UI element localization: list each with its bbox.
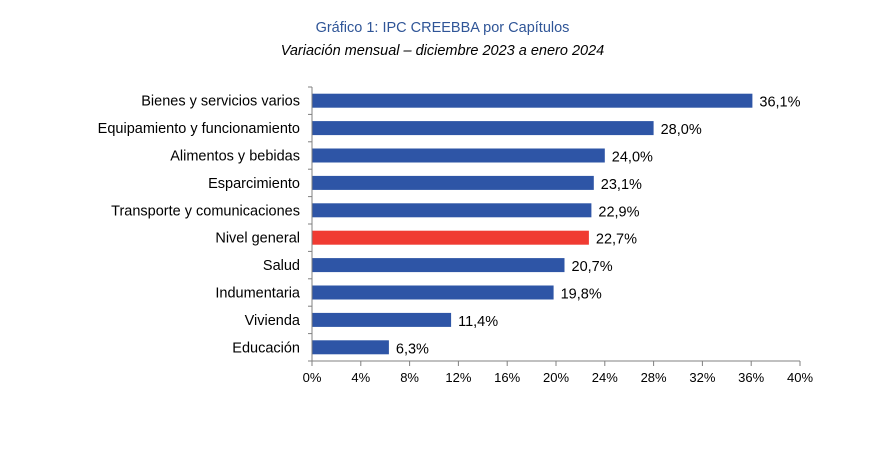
bar-8 — [312, 285, 554, 300]
value-label: 28,0% — [661, 122, 702, 138]
value-label: 23,1% — [601, 177, 642, 193]
category-label: Vivienda — [245, 313, 301, 329]
x-tick-label: 28% — [641, 370, 667, 385]
category-label: Equipamiento y funcionamiento — [98, 121, 300, 137]
bar-3 — [312, 148, 605, 163]
x-tick-label: 36% — [738, 370, 764, 385]
category-label: Salud — [263, 258, 300, 274]
bar-1 — [312, 93, 753, 108]
x-tick-label: 16% — [494, 370, 520, 385]
x-tick-label: 32% — [689, 370, 715, 385]
bar-10 — [312, 340, 389, 355]
category-label: Bienes y servicios varios — [141, 94, 300, 110]
x-tick-label: 40% — [787, 370, 813, 385]
value-label: 11,4% — [458, 314, 498, 330]
bar-9 — [312, 312, 452, 327]
category-label: Esparcimiento — [208, 176, 300, 192]
value-label: 6,3% — [396, 341, 429, 357]
category-label: Nivel general — [215, 231, 300, 247]
bar-7 — [312, 258, 565, 273]
value-label: 24,0% — [612, 150, 653, 166]
bar-4 — [312, 175, 594, 190]
bar-series — [312, 93, 753, 355]
x-tick-label: 12% — [445, 370, 471, 385]
category-label: Transporte y comunicaciones — [111, 203, 300, 219]
chart-subtitle: Variación mensual – diciembre 2023 a ene… — [280, 43, 605, 59]
value-label: 36,1% — [759, 95, 800, 111]
bar-2 — [312, 121, 654, 136]
category-label: Alimentos y bebidas — [170, 149, 300, 165]
x-tick-label: 4% — [351, 370, 370, 385]
category-label: Indumentaria — [215, 286, 301, 302]
value-label: 20,7% — [572, 259, 613, 275]
value-label: 19,8% — [561, 287, 602, 303]
x-tick-label: 20% — [543, 370, 569, 385]
x-tick-label: 24% — [592, 370, 618, 385]
chart-axes: Bienes y servicios varios 36,1% Equipamien… — [98, 86, 813, 385]
bar-6 — [312, 230, 589, 245]
chart-title: Gráfico 1: IPC CREEBBA por Capítulos — [315, 20, 570, 36]
value-label: 22,7% — [596, 232, 637, 248]
value-label: 22,9% — [598, 204, 639, 220]
bar-5 — [312, 203, 592, 218]
x-tick-label: 0% — [303, 370, 322, 385]
category-label: Educación — [232, 340, 300, 356]
x-tick-label: 8% — [400, 370, 419, 385]
